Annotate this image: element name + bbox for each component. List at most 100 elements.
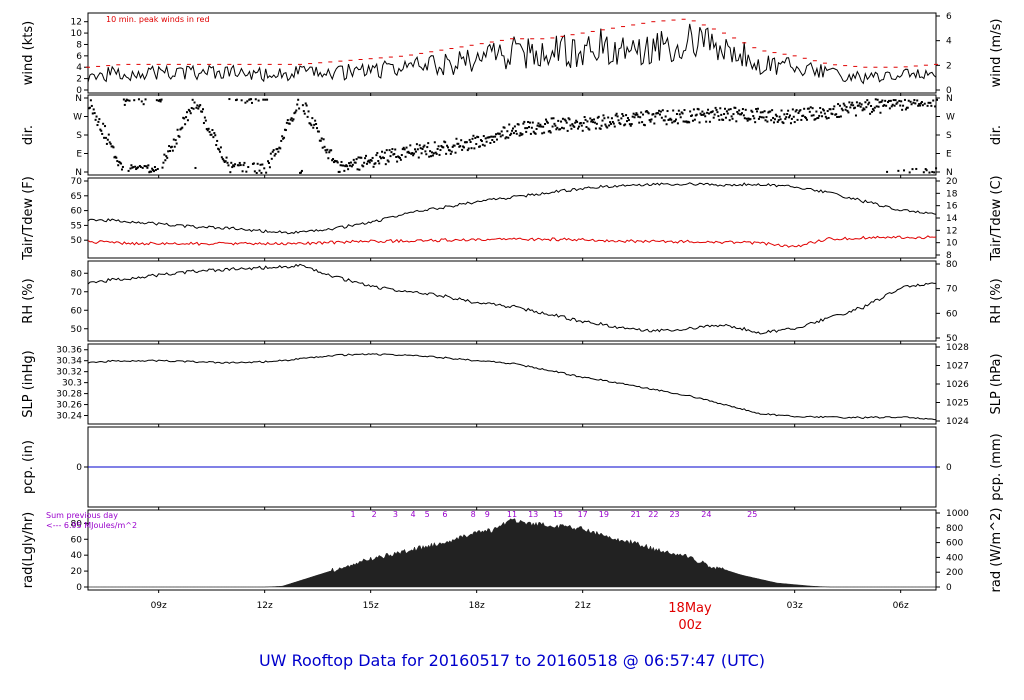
dir-point: [916, 99, 919, 102]
ylabel-right-rh: RH (%): [989, 278, 1004, 323]
dir-point: [742, 114, 745, 117]
dir-point: [140, 100, 143, 103]
dir-point: [920, 101, 923, 104]
dir-point: [556, 126, 559, 129]
radiation-area: [88, 518, 936, 588]
ytick-right-slp: 1024: [946, 417, 969, 427]
dir-point: [130, 164, 133, 167]
dir-point: [272, 149, 275, 152]
dir-point: [746, 119, 749, 122]
ylabel-right-wind: wind (m/s): [989, 19, 1004, 88]
dir-point: [233, 165, 236, 168]
panel-rad: rad(Lgly/hr) rad (W/m^2)02040608002004006…: [21, 508, 1004, 611]
dir-point: [273, 154, 276, 157]
dir-point: [572, 124, 575, 127]
dir-point: [838, 115, 841, 118]
dir-point: [241, 170, 244, 173]
dir-point: [246, 100, 249, 103]
dir-point: [274, 152, 277, 155]
dir-point: [198, 105, 201, 108]
dir-point: [522, 122, 525, 125]
hour-label: 15: [553, 510, 563, 519]
dir-point: [370, 159, 373, 162]
dir-point: [809, 106, 812, 109]
dir-point: [736, 110, 739, 113]
panel-pcp: pcp. (in) pcp. (mm) 0 0: [21, 426, 1004, 510]
dir-point: [395, 155, 398, 158]
dir-point: [115, 156, 118, 159]
ylabel-wind: wind (kts): [21, 21, 36, 85]
dir-point: [431, 154, 434, 157]
dir-point: [825, 117, 828, 120]
dir-point: [663, 119, 666, 122]
ylabel-rad: rad(Lgly/hr): [21, 512, 36, 588]
dir-point: [291, 119, 294, 122]
dir-point: [499, 135, 502, 138]
dir-point: [821, 115, 824, 118]
dir-point: [477, 136, 480, 139]
dir-point: [534, 132, 537, 135]
dir-point: [609, 121, 612, 124]
dir-point: [811, 107, 814, 110]
dir-point: [569, 124, 572, 127]
series-slp-0: [87, 353, 937, 421]
dir-point: [414, 150, 417, 153]
dir-point: [162, 161, 165, 164]
dir-point: [244, 101, 247, 104]
dir-point: [734, 106, 737, 109]
dir-point: [191, 98, 194, 101]
dir-point: [284, 129, 287, 132]
dir-point: [144, 98, 147, 101]
ylabel-rh: RH (%): [21, 278, 36, 323]
dir-point: [609, 122, 612, 125]
dir-point: [931, 170, 934, 173]
dir-point: [792, 115, 795, 118]
dir-point: [384, 163, 387, 166]
dir-point: [692, 108, 695, 111]
dir-point: [695, 113, 698, 116]
dir-point: [701, 110, 704, 113]
dir-point: [744, 108, 747, 111]
series-temp-1: [87, 235, 937, 248]
dir-point: [330, 149, 333, 152]
dir-point: [372, 165, 375, 168]
dir-point: [215, 144, 218, 147]
dir-point: [224, 160, 227, 163]
dir-point: [267, 160, 270, 163]
dir-point: [802, 114, 805, 117]
dir-point: [826, 110, 829, 113]
dir-point: [642, 113, 645, 116]
dir-point: [582, 122, 585, 125]
dir-point: [930, 104, 933, 107]
dir-point: [399, 158, 402, 161]
dir-point: [770, 119, 773, 122]
dir-point: [630, 123, 633, 126]
ytick-right-temp: 8: [946, 251, 952, 261]
dir-point: [700, 113, 703, 116]
dir-point: [857, 104, 860, 107]
dir-point: [702, 113, 705, 116]
dir-point: [137, 98, 140, 101]
dir-point: [509, 134, 512, 137]
dir-point: [818, 114, 821, 117]
dir-point: [469, 140, 472, 143]
dir-point: [698, 121, 701, 124]
dir-point: [699, 112, 702, 115]
dir-point: [506, 130, 509, 133]
dir-point: [379, 155, 382, 158]
dir-point: [689, 110, 692, 113]
ytick-right-temp: 18: [946, 189, 958, 199]
dir-point: [473, 147, 476, 150]
dir-point: [819, 106, 822, 109]
dir-point: [704, 115, 707, 118]
dir-point: [445, 152, 448, 155]
dir-point: [339, 164, 342, 167]
dir-point: [421, 147, 424, 150]
ytick-rad: 80: [71, 519, 83, 529]
dir-point: [593, 121, 596, 124]
dir-point: [915, 167, 918, 170]
dir-point: [100, 129, 103, 132]
dir-point: [183, 117, 186, 120]
dir-point: [766, 120, 769, 123]
dir-point: [90, 104, 93, 107]
